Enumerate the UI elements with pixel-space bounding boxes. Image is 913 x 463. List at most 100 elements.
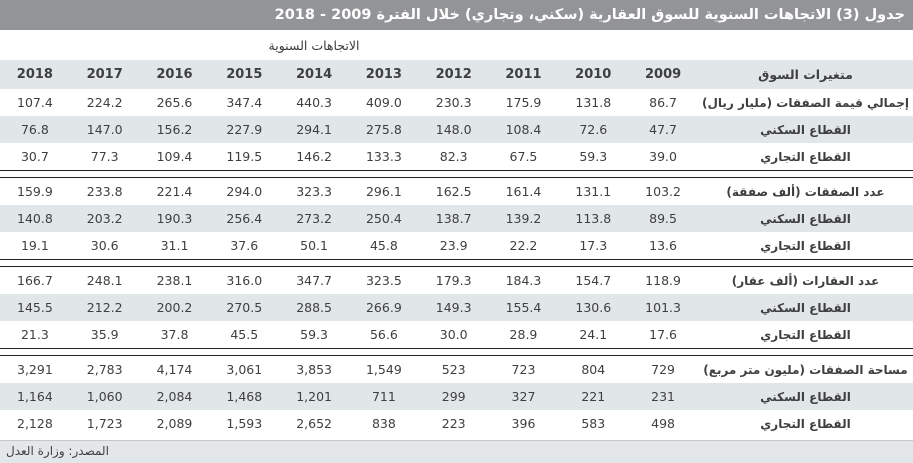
table-body: 107.4 224.2 265.6 347.4 440.3 409.0 230.3 175.9… — [0, 89, 913, 437]
value-cell: 147.0 — [69, 116, 140, 143]
value-cell: 67.5 — [488, 143, 559, 171]
subtitle-side-spacer — [697, 30, 913, 60]
table-row: 19.1 30.6 31.1 37.6 50.1 45.8 23.9 22.2 17.3 13.6… — [0, 232, 913, 260]
value-cell: 238.1 — [139, 266, 210, 294]
value-cell: 583 — [558, 410, 629, 437]
value-cell: 156.2 — [139, 116, 210, 143]
section-divider-rule — [0, 170, 913, 178]
value-cell: 30.7 — [0, 143, 70, 171]
value-cell: 59.3 — [279, 321, 349, 349]
value-cell: 155.4 — [488, 294, 559, 321]
value-cell: 3,291 — [0, 355, 70, 383]
value-cell: 1,164 — [0, 383, 70, 410]
value-cell: 1,060 — [69, 383, 140, 410]
table-row: 140.8 203.2 190.3 256.4 273.2 250.4 138.7 139.2… — [0, 205, 913, 232]
value-cell: 729 — [628, 355, 698, 383]
source-note-bar: المصدر: وزارة العدل — [0, 440, 913, 463]
value-cell: 47.7 — [628, 116, 698, 143]
value-cell: 175.9 — [488, 89, 559, 116]
row-label: القطاع السكني — [697, 383, 913, 410]
row-label: القطاع التجاري — [697, 321, 913, 349]
year-header-cell: 2010 — [558, 60, 629, 89]
value-cell: 3,853 — [279, 355, 349, 383]
section-divider — [0, 348, 913, 356]
value-cell: 77.3 — [69, 143, 140, 171]
year-header-cell: 2014 — [279, 60, 349, 89]
value-cell: 256.4 — [209, 205, 280, 232]
row-label: القطاع السكني — [697, 116, 913, 143]
value-cell: 1,549 — [348, 355, 419, 383]
value-cell: 838 — [348, 410, 419, 437]
value-cell: 1,723 — [69, 410, 140, 437]
value-cell: 149.3 — [418, 294, 489, 321]
value-cell: 30.0 — [418, 321, 489, 349]
value-cell: 2,084 — [139, 383, 210, 410]
value-cell: 118.9 — [628, 266, 698, 294]
value-cell: 2,128 — [0, 410, 70, 437]
value-cell: 76.8 — [0, 116, 70, 143]
value-cell: 299 — [418, 383, 489, 410]
row-label: القطاع التجاري — [697, 143, 913, 171]
year-header-cell: 2009 — [628, 60, 698, 89]
table-row: 166.7 248.1 238.1 316.0 347.7 323.5 179.3 184.3… — [0, 266, 913, 294]
value-cell: 19.1 — [0, 232, 70, 260]
value-cell: 323.5 — [348, 266, 419, 294]
value-cell: 101.3 — [628, 294, 698, 321]
value-cell: 28.9 — [488, 321, 559, 349]
value-cell: 190.3 — [139, 205, 210, 232]
value-cell: 231 — [628, 383, 698, 410]
table-row: 1,164 1,060 2,084 1,468 1,201 711 299 327 221 231… — [0, 383, 913, 410]
source-note: المصدر: وزارة العدل — [6, 444, 109, 458]
value-cell: 108.4 — [488, 116, 559, 143]
value-cell: 1,593 — [209, 410, 280, 437]
value-cell: 145.5 — [0, 294, 70, 321]
years-header-row: 2018 2017 2016 2015 2014 2013 2012 2011 … — [0, 60, 913, 89]
value-cell: 17.6 — [628, 321, 698, 349]
year-header-cell: 2015 — [209, 60, 280, 89]
value-cell: 221 — [558, 383, 629, 410]
row-label: عدد الصفقات (ألف صفقة) — [697, 177, 913, 205]
value-cell: 2,783 — [69, 355, 140, 383]
row-label: عدد العقارات (ألف عقار) — [697, 266, 913, 294]
table-row: 145.5 212.2 200.2 270.5 288.5 266.9 149.3 155.4… — [0, 294, 913, 321]
table-row: 21.3 35.9 37.8 45.5 59.3 56.6 30.0 28.9 24.1 17.6… — [0, 321, 913, 349]
year-header-cell: 2011 — [488, 60, 559, 89]
value-cell: 294.1 — [279, 116, 349, 143]
value-cell: 37.8 — [139, 321, 210, 349]
value-cell: 233.8 — [69, 177, 140, 205]
year-header-cell: 2016 — [139, 60, 210, 89]
market-variables-header: متغيرات السوق — [697, 60, 913, 89]
value-cell: 86.7 — [628, 89, 698, 116]
value-cell: 131.1 — [558, 177, 629, 205]
value-cell: 45.8 — [348, 232, 419, 260]
year-header-cell: 2013 — [348, 60, 419, 89]
value-cell: 162.5 — [418, 177, 489, 205]
value-cell: 140.8 — [0, 205, 70, 232]
value-cell: 148.0 — [418, 116, 489, 143]
value-cell: 273.2 — [279, 205, 349, 232]
value-cell: 265.6 — [139, 89, 210, 116]
value-cell: 22.2 — [488, 232, 559, 260]
row-label: القطاع التجاري — [697, 410, 913, 437]
row-label: القطاع السكني — [697, 294, 913, 321]
value-cell: 223 — [418, 410, 489, 437]
value-cell: 35.9 — [69, 321, 140, 349]
value-cell: 221.4 — [139, 177, 210, 205]
value-cell: 409.0 — [348, 89, 419, 116]
value-cell: 288.5 — [279, 294, 349, 321]
value-cell: 227.9 — [209, 116, 280, 143]
value-cell: 396 — [488, 410, 559, 437]
year-header-cell: 2017 — [69, 60, 140, 89]
row-label: القطاع السكني — [697, 205, 913, 232]
value-cell: 3,061 — [209, 355, 280, 383]
value-cell: 2,089 — [139, 410, 210, 437]
table-title: جدول (3) الاتجاهات السنوية للسوق العقاري… — [274, 7, 905, 23]
value-cell: 50.1 — [279, 232, 349, 260]
value-cell: 184.3 — [488, 266, 559, 294]
row-label: القطاع التجاري — [697, 232, 913, 260]
value-cell: 224.2 — [69, 89, 140, 116]
value-cell: 323.3 — [279, 177, 349, 205]
value-cell: 131.8 — [558, 89, 629, 116]
table-row: 159.9 233.8 221.4 294.0 323.3 296.1 162.5 161.4… — [0, 177, 913, 205]
